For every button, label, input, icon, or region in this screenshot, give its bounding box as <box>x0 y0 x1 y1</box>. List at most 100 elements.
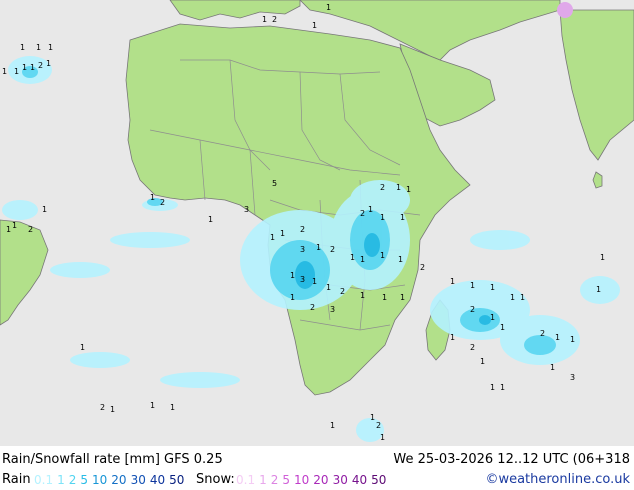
rain-value-label: 1 <box>550 363 555 372</box>
europe-landmass <box>169 0 301 21</box>
rain-value-label: 2 <box>470 305 475 314</box>
rain-value-label: 1 <box>360 291 365 300</box>
rain-value-label: 1 <box>150 193 155 202</box>
rain-value-label: 1 <box>20 43 25 52</box>
rain-value-label: 1 <box>280 229 285 238</box>
rain-label: Rain <box>2 472 31 487</box>
rain-value-label: 1 <box>360 255 365 264</box>
rain-value-label: 2 <box>272 15 277 24</box>
rain-value-label: 1 <box>350 253 355 262</box>
rain-value-label: 2 <box>300 225 305 234</box>
map-footer: Rain/Snowfall rate [mm] GFS 0.25 We 25-0… <box>0 446 634 490</box>
rain-value-label: 1 <box>14 67 19 76</box>
snow-legend-item: 20 <box>313 473 329 487</box>
rain-areas <box>2 2 620 442</box>
rain-value-label: 1 <box>368 205 373 214</box>
rain-value-label: 1 <box>380 433 385 442</box>
rain-value-label: 1 <box>600 253 605 262</box>
snow-label: Snow: <box>196 472 235 487</box>
rain-value-label: 3 <box>300 275 305 284</box>
rain-value-label: 2 <box>160 198 165 207</box>
rain-value-label: 1 <box>170 403 175 412</box>
rain-value-label: 1 <box>208 215 213 224</box>
rain-value-label: 1 <box>30 63 35 72</box>
rain-value-label: 1 <box>398 255 403 264</box>
rain-legend-item: 20 <box>111 473 127 487</box>
rain-value-label: 1 <box>450 277 455 286</box>
rain-value-label: 1 <box>406 185 411 194</box>
rain-value-label: 1 <box>400 293 405 302</box>
credit-link[interactable]: ©weatheronline.co.uk <box>485 472 630 487</box>
snow-legend-item: 0.1 <box>236 473 256 487</box>
rain-value-label: 1 <box>42 205 47 214</box>
rain-value-label: 1 <box>316 243 321 252</box>
rain-value-label: 1 <box>312 277 317 286</box>
snow-legend-item: 2 <box>270 473 279 487</box>
rain-value-label: 2 <box>360 209 365 218</box>
rain-legend-item: 1 <box>57 473 65 487</box>
rain-value-label: 1 <box>48 43 53 52</box>
rain-value-label: 5 <box>272 179 277 188</box>
rain-value-label: 1 <box>330 421 335 430</box>
rain-value-label: 3 <box>330 305 335 314</box>
rain-legend-item: 40 <box>149 473 166 487</box>
rain-value-label: 1 <box>380 251 385 260</box>
rain-value-label: 1 <box>2 67 7 76</box>
rain-legend-item: 5 <box>80 473 89 487</box>
rain-value-label: 2 <box>420 263 425 272</box>
rain-value-label: 1 <box>510 293 515 302</box>
rain-value-label: 1 <box>270 233 275 242</box>
south-america-edge <box>0 219 49 326</box>
rain-value-label: 1 <box>555 333 560 342</box>
rain-value-label: 1 <box>370 413 375 422</box>
rain-value-label: 2 <box>540 329 545 338</box>
rain-value-label: 1 <box>22 63 27 72</box>
rain-value-label: 1 <box>290 293 295 302</box>
sri-lanka-island <box>592 171 603 189</box>
rain-legend-item: 0.1 <box>34 473 54 487</box>
rain-value-label: 2 <box>376 421 381 430</box>
rain-value-label: 1 <box>490 283 495 292</box>
rain-value-label: 1 <box>500 383 505 392</box>
rain-value-label: 1 <box>6 225 11 234</box>
rain-value-label: 1 <box>382 293 387 302</box>
rain-value-label: 3 <box>570 373 575 382</box>
rain-value-label: 1 <box>520 293 525 302</box>
snow-legend-item: 30 <box>332 473 348 487</box>
rain-value-label: 1 <box>490 313 495 322</box>
rain-value-label: 1 <box>312 21 317 30</box>
rain-value-label: 2 <box>28 225 33 234</box>
rain-value-label: 1 <box>326 3 331 12</box>
rain-value-label: 2 <box>100 403 105 412</box>
indian-subcontinent <box>559 9 634 161</box>
rain-value-label: 1 <box>150 401 155 410</box>
rain-value-label: 3 <box>244 205 249 214</box>
snow-legend-item: 1 <box>259 473 267 487</box>
rain-value-label: 2 <box>310 303 315 312</box>
rain-value-label: 3 <box>300 245 305 254</box>
rain-value-label: 1 <box>80 343 85 352</box>
rain-value-label: 1 <box>110 405 115 414</box>
rain-legend-item: 50 <box>169 473 185 487</box>
rain-value-label: 1 <box>596 285 601 294</box>
rain-value-label: 1 <box>36 43 41 52</box>
map-datetime: We 25-03-2026 12..12 UTC (06+318 <box>393 452 630 467</box>
rain-value-label: 1 <box>290 271 295 280</box>
rain-value-label: 1 <box>326 283 331 292</box>
rain-value-label: 1 <box>570 335 575 344</box>
rain-value-label: 1 <box>490 383 495 392</box>
rain-value-label: 1 <box>450 333 455 342</box>
snow-legend-item: 50 <box>371 473 387 487</box>
rain-legend: 0.1 1 2 5 10 20 30 40 50 <box>34 472 188 488</box>
rain-legend-item: 30 <box>130 473 146 487</box>
rain-value-label: 1 <box>396 183 401 192</box>
rain-legend-item: 10 <box>92 473 108 487</box>
rain-value-label: 2 <box>380 183 385 192</box>
rain-value-label: 1 <box>46 59 51 68</box>
rain-value-label: 2 <box>340 287 345 296</box>
rain-value-label: 1 <box>470 281 475 290</box>
snow-legend-item: 5 <box>282 473 291 487</box>
rain-value-label: 2 <box>330 245 335 254</box>
